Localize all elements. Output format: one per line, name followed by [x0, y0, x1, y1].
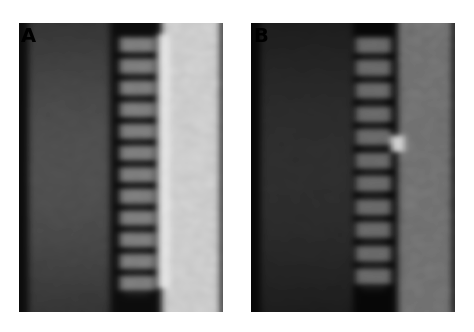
Text: A: A	[21, 27, 36, 45]
Text: B: B	[254, 27, 268, 45]
